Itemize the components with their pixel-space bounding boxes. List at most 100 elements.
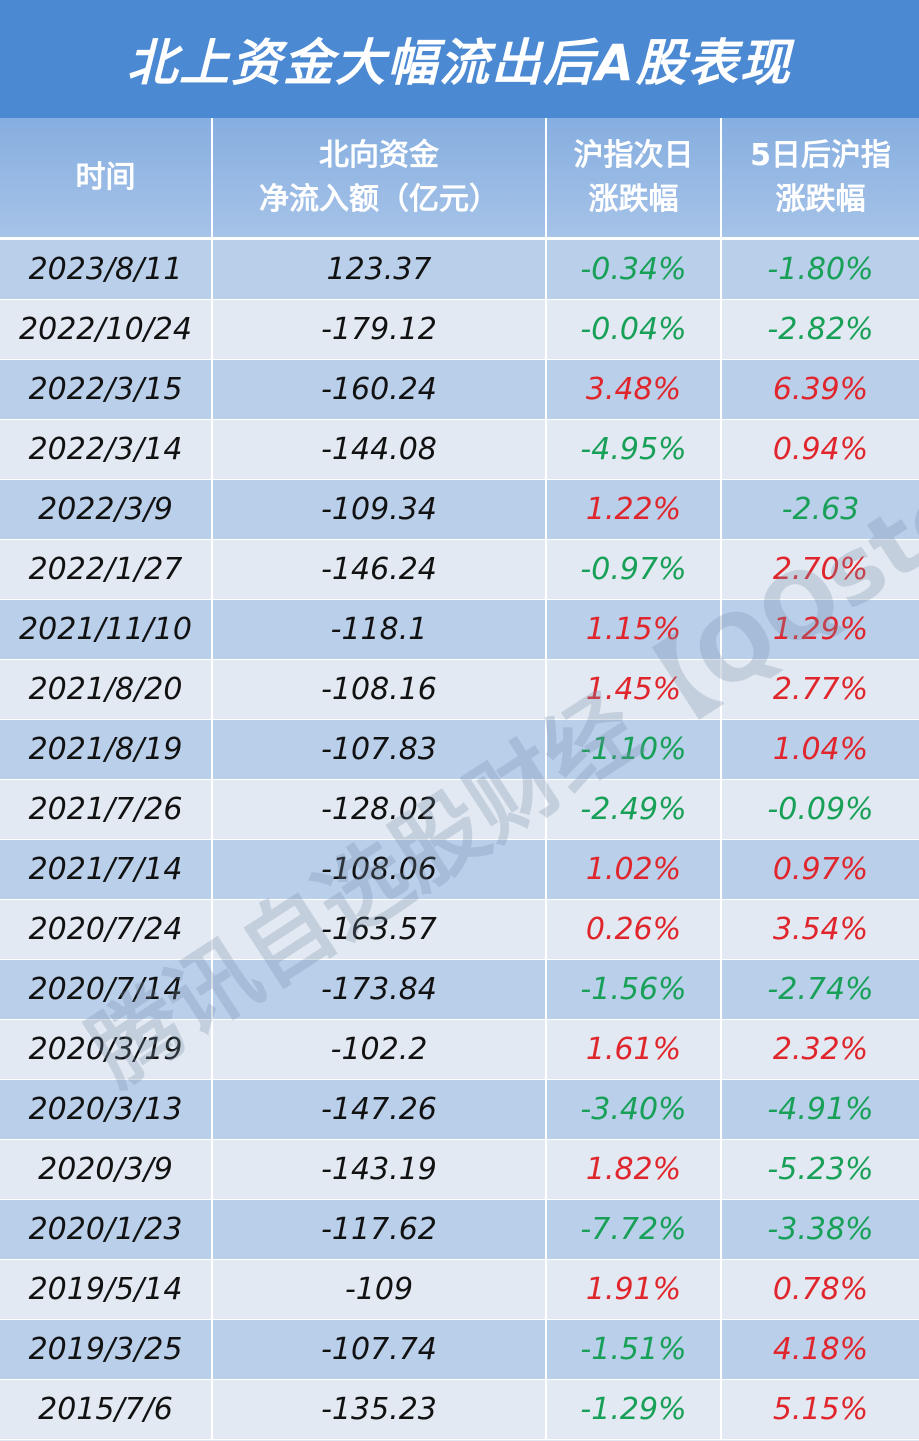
date-cell: 2022/3/14 xyxy=(0,420,213,479)
flow-cell: -146.24 xyxy=(213,540,547,599)
five-day-cell: -1.80% xyxy=(767,252,874,287)
table-row: 2021/11/10 -118.1 1.15% 1.29% xyxy=(0,600,919,660)
header-next-line2: 涨跌幅 xyxy=(588,181,679,217)
date-cell: 2019/3/25 xyxy=(0,1320,213,1379)
date-cell: 2022/1/27 xyxy=(0,540,213,599)
flow-cell: -118.1 xyxy=(213,600,547,659)
five-day-cell: 0.78% xyxy=(772,1272,869,1307)
date-cell: 2021/11/10 xyxy=(0,600,213,659)
table-row: 2022/1/27 -146.24 -0.97% 2.70% xyxy=(0,540,919,600)
table-row: 2022/3/14 -144.08 -4.95% 0.94% xyxy=(0,420,919,480)
flow-cell: -109 xyxy=(213,1260,547,1319)
next-day-cell: -4.95% xyxy=(547,420,722,479)
next-day-cell: -1.10% xyxy=(547,720,722,779)
five-day-cell: -0.09% xyxy=(767,792,874,827)
date-cell: 2020/1/23 xyxy=(0,1200,213,1259)
date-cell: 2015/7/6 xyxy=(0,1380,213,1439)
five-day-cell: 5.15% xyxy=(772,1392,869,1427)
five-day-cell: 0.97% xyxy=(772,852,869,887)
header-flow-line1: 北向资金 xyxy=(319,137,439,173)
next-day-cell: -2.49% xyxy=(547,780,722,839)
five-day-cell: 3.54% xyxy=(772,912,869,947)
header-flow: 北向资金净流入额（亿元） xyxy=(213,118,547,237)
table-row: 2021/7/14 -108.06 1.02% 0.97% xyxy=(0,840,919,900)
flow-cell: -117.62 xyxy=(213,1200,547,1259)
next-day-cell: 1.02% xyxy=(547,840,722,899)
flow-cell: -179.12 xyxy=(213,300,547,359)
table-row: 2021/8/19 -107.83 -1.10% 1.04% xyxy=(0,720,919,780)
next-day-cell: 0.26% xyxy=(547,900,722,959)
table-row: 2015/7/6 -135.23 -1.29% 5.15% xyxy=(0,1380,919,1440)
header-five-line1: 5日后沪指 xyxy=(750,137,891,173)
next-day-cell: 1.82% xyxy=(547,1140,722,1199)
flow-cell: -143.19 xyxy=(213,1140,547,1199)
flow-cell: -173.84 xyxy=(213,960,547,1019)
flow-cell: -128.02 xyxy=(213,780,547,839)
date-cell: 2022/3/9 xyxy=(0,480,213,539)
table-row: 2021/7/26 -128.02 -2.49% -0.09% xyxy=(0,780,919,840)
date-cell: 2019/5/14 xyxy=(0,1260,213,1319)
next-day-cell: -1.56% xyxy=(547,960,722,1019)
header-next-line1: 沪指次日 xyxy=(573,137,694,173)
page-title: 北上资金大幅流出后A股表现 xyxy=(0,0,919,118)
five-day-cell: 2.70% xyxy=(772,552,869,587)
five-day-cell: -3.38% xyxy=(767,1212,874,1247)
flow-cell: -147.26 xyxy=(213,1080,547,1139)
flow-cell: -109.34 xyxy=(213,480,547,539)
header-flow-line2: 净流入额（亿元） xyxy=(259,181,499,217)
five-day-cell: 6.39% xyxy=(772,372,869,407)
flow-cell: -135.23 xyxy=(213,1380,547,1439)
table-body: 2023/8/11 123.37 -0.34% -1.80% 2022/10/24 -17… xyxy=(0,240,919,1440)
table-header: 时间 北向资金 净流入额（亿元） 沪指次日 涨跌幅 5日后沪指 涨跌幅 xyxy=(0,118,919,240)
table-row: 2021/8/20 -108.16 1.45% 2.77% xyxy=(0,660,919,720)
next-day-cell: -1.51% xyxy=(547,1320,722,1379)
flow-cell: -108.06 xyxy=(213,840,547,899)
table-row: 2020/3/19 -102.2 1.61% 2.32% xyxy=(0,1020,919,1080)
five-day-cell: -4.91% xyxy=(767,1092,874,1127)
next-day-cell: -1.29% xyxy=(547,1380,722,1439)
next-day-cell: -0.04% xyxy=(547,300,722,359)
header-next-day: 沪指次日 涨跌幅 xyxy=(547,118,722,237)
next-day-cell: -3.40% xyxy=(547,1080,722,1139)
next-day-cell: 3.48% xyxy=(547,360,722,419)
five-day-cell: 1.29% xyxy=(772,612,869,647)
five-day-cell: 2.77% xyxy=(772,672,869,707)
next-day-cell: 1.91% xyxy=(547,1260,722,1319)
date-cell: 2021/7/26 xyxy=(0,780,213,839)
five-day-cell: 2.32% xyxy=(772,1032,869,1067)
next-day-cell: -0.34% xyxy=(547,240,722,299)
flow-cell: -107.74 xyxy=(213,1320,547,1379)
flow-cell: -144.08 xyxy=(213,420,547,479)
table-row: 2020/7/24 -163.57 0.26% 3.54% xyxy=(0,900,919,960)
date-cell: 2022/3/15 xyxy=(0,360,213,419)
next-day-cell: -0.97% xyxy=(547,540,722,599)
flow-cell: -108.16 xyxy=(213,660,547,719)
date-cell: 2021/8/20 xyxy=(0,660,213,719)
date-cell: 2020/7/24 xyxy=(0,900,213,959)
header-five-day: 5日后沪指 涨跌幅 xyxy=(722,118,919,237)
next-day-cell: 1.45% xyxy=(547,660,722,719)
five-day-cell: -2.63 xyxy=(781,492,860,527)
five-day-cell: -2.74% xyxy=(767,972,874,1007)
flow-cell: -107.83 xyxy=(213,720,547,779)
date-cell: 2021/7/14 xyxy=(0,840,213,899)
flow-cell: 123.37 xyxy=(213,240,547,299)
table-row: 2022/3/9 -109.34 1.22% -2.63 xyxy=(0,480,919,540)
table-row: 2020/3/9 -143.19 1.82% -5.23% xyxy=(0,1140,919,1200)
next-day-cell: 1.15% xyxy=(547,600,722,659)
next-day-cell: 1.22% xyxy=(547,480,722,539)
date-cell: 2020/3/19 xyxy=(0,1020,213,1079)
five-day-cell: 1.04% xyxy=(772,732,869,767)
table-row: 2022/10/24 -179.12 -0.04% -2.82% xyxy=(0,300,919,360)
date-cell: 2021/8/19 xyxy=(0,720,213,779)
flow-cell: -163.57 xyxy=(213,900,547,959)
date-cell: 2020/3/13 xyxy=(0,1080,213,1139)
flow-cell: -160.24 xyxy=(213,360,547,419)
date-cell: 2022/10/24 xyxy=(0,300,213,359)
five-day-cell: 4.18% xyxy=(772,1332,869,1367)
flow-cell: -102.2 xyxy=(213,1020,547,1079)
five-day-cell: -5.23% xyxy=(767,1152,874,1187)
next-day-cell: 1.61% xyxy=(547,1020,722,1079)
next-day-cell: -7.72% xyxy=(547,1200,722,1259)
five-day-cell: -2.82% xyxy=(767,312,874,347)
